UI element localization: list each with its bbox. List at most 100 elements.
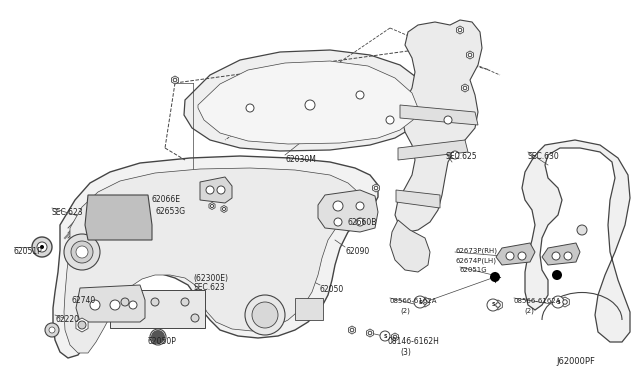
Circle shape [173, 78, 177, 82]
Polygon shape [456, 26, 463, 34]
Text: 62050: 62050 [320, 285, 344, 294]
FancyBboxPatch shape [110, 290, 205, 328]
Circle shape [374, 186, 378, 190]
Polygon shape [349, 326, 355, 334]
Circle shape [206, 186, 214, 194]
Circle shape [217, 186, 225, 194]
Text: 62051G: 62051G [460, 267, 488, 273]
Polygon shape [209, 202, 215, 209]
Polygon shape [64, 168, 358, 353]
Text: 62660B: 62660B [348, 218, 378, 227]
Circle shape [423, 300, 428, 304]
Polygon shape [400, 105, 478, 125]
Text: (3): (3) [400, 348, 411, 357]
Circle shape [518, 252, 526, 260]
Circle shape [151, 298, 159, 306]
Text: 62740: 62740 [72, 296, 96, 305]
Circle shape [444, 116, 452, 124]
Polygon shape [390, 220, 430, 272]
Circle shape [386, 116, 394, 124]
Polygon shape [496, 243, 535, 265]
Circle shape [37, 242, 47, 252]
Text: SEC.623: SEC.623 [52, 208, 84, 217]
Polygon shape [172, 76, 179, 84]
Polygon shape [200, 177, 232, 203]
Circle shape [350, 328, 354, 332]
Text: (62300E): (62300E) [193, 274, 228, 283]
FancyBboxPatch shape [295, 298, 323, 320]
Circle shape [333, 201, 343, 211]
Text: SEC.630: SEC.630 [528, 152, 560, 161]
Polygon shape [221, 205, 227, 212]
Text: 62030M: 62030M [285, 155, 316, 164]
Circle shape [90, 300, 100, 310]
Text: 08566-6162A: 08566-6162A [514, 298, 561, 304]
Polygon shape [398, 140, 468, 160]
Polygon shape [85, 195, 152, 240]
Text: S: S [556, 299, 560, 305]
Circle shape [463, 86, 467, 90]
Polygon shape [76, 285, 145, 322]
Polygon shape [561, 297, 570, 307]
Circle shape [552, 270, 562, 280]
Circle shape [380, 331, 390, 341]
Circle shape [356, 91, 364, 99]
Circle shape [368, 331, 372, 335]
Text: S: S [383, 334, 387, 339]
Text: 62674P(LH): 62674P(LH) [455, 257, 496, 263]
Polygon shape [372, 184, 380, 192]
Circle shape [71, 241, 93, 263]
Circle shape [129, 301, 137, 309]
Text: SEC.625: SEC.625 [445, 152, 477, 161]
Circle shape [110, 300, 120, 310]
Circle shape [252, 302, 278, 328]
Circle shape [223, 208, 225, 211]
Circle shape [181, 298, 189, 306]
Circle shape [79, 322, 85, 328]
Text: 62653G: 62653G [155, 207, 185, 216]
Circle shape [191, 314, 199, 322]
Polygon shape [493, 300, 502, 310]
Polygon shape [76, 318, 88, 332]
Circle shape [64, 234, 100, 270]
Circle shape [468, 53, 472, 57]
Text: 62050P: 62050P [148, 337, 177, 346]
Text: S: S [419, 299, 422, 305]
Text: SEC.623: SEC.623 [193, 283, 225, 292]
Polygon shape [395, 20, 482, 232]
Text: 62066E: 62066E [152, 195, 181, 204]
Circle shape [121, 298, 129, 306]
Circle shape [490, 272, 500, 282]
Polygon shape [396, 190, 440, 208]
Circle shape [393, 335, 397, 339]
Text: 08566-6162A: 08566-6162A [390, 298, 438, 304]
Circle shape [32, 237, 52, 257]
Circle shape [552, 252, 560, 260]
Circle shape [458, 28, 462, 32]
Polygon shape [461, 84, 468, 92]
Polygon shape [420, 297, 429, 307]
Circle shape [496, 303, 500, 307]
Circle shape [49, 327, 55, 333]
Text: 62090: 62090 [345, 247, 369, 256]
Text: 62220: 62220 [55, 315, 79, 324]
Circle shape [552, 296, 564, 308]
Circle shape [151, 330, 165, 344]
Text: J62000PF: J62000PF [556, 357, 595, 366]
Circle shape [487, 299, 499, 311]
Text: (2): (2) [400, 307, 410, 314]
Circle shape [45, 323, 59, 337]
Text: 08146-6162H: 08146-6162H [388, 337, 440, 346]
Circle shape [211, 205, 214, 208]
Circle shape [451, 151, 459, 159]
Circle shape [414, 296, 426, 308]
Polygon shape [467, 51, 474, 59]
Text: S: S [492, 302, 495, 308]
Polygon shape [184, 50, 430, 151]
Text: (2): (2) [524, 307, 534, 314]
Circle shape [563, 300, 567, 304]
Circle shape [76, 246, 88, 258]
Polygon shape [198, 61, 418, 144]
Polygon shape [53, 156, 378, 358]
Circle shape [506, 252, 514, 260]
